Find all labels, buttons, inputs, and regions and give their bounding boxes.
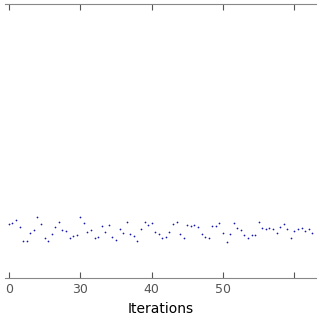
- X-axis label: Iterations: Iterations: [127, 302, 194, 316]
